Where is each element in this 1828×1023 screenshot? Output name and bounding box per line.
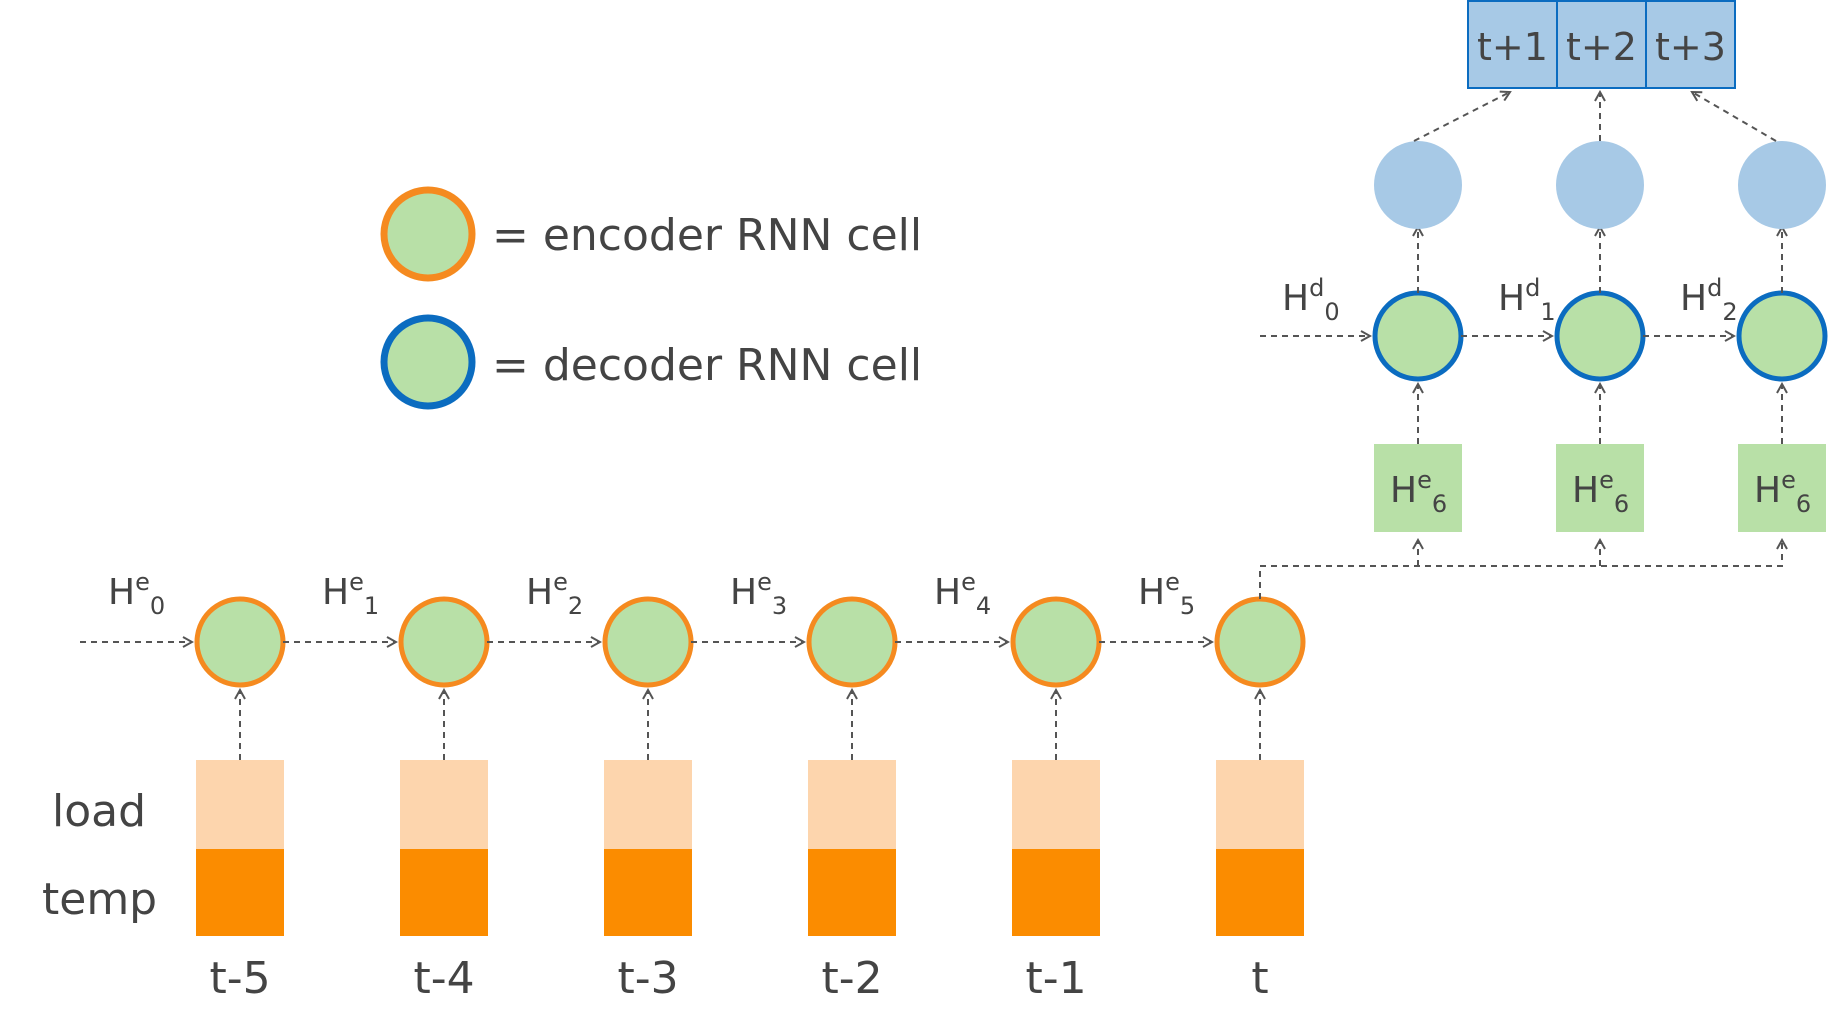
- output-label: t+1: [1477, 25, 1548, 69]
- time-label: t-2: [821, 953, 882, 1004]
- time-label: t-4: [413, 953, 474, 1004]
- output-box: [1467, 0, 1558, 89]
- encoder-cell: [602, 596, 694, 688]
- output-label: t+3: [1655, 25, 1726, 69]
- encoder-cell: [1010, 596, 1102, 688]
- legend: = encoder RNN cell = decoder RNN cell: [380, 186, 922, 410]
- input-bar-load: [604, 760, 692, 849]
- feature-label-load: load: [52, 786, 146, 837]
- input-bar-temp: [808, 849, 896, 936]
- encoder-hidden-label: He2: [526, 568, 583, 620]
- decoder-hidden-label: Hd1: [1498, 274, 1556, 326]
- input-bar-temp: [400, 849, 488, 936]
- output-node: [1738, 141, 1826, 229]
- input-bar-load: [1012, 760, 1100, 849]
- output-label: t+2: [1566, 25, 1637, 69]
- encoder-hidden-label: He4: [934, 568, 991, 620]
- input-bar-load: [808, 760, 896, 849]
- context-connector: [1259, 540, 1782, 599]
- encoder-hidden-label: He0: [108, 568, 165, 620]
- prediction-arrow: [1413, 92, 1510, 142]
- context-box: [1556, 444, 1644, 532]
- input-bar-temp: [196, 849, 284, 936]
- encoder-cell: [1214, 596, 1306, 688]
- context-label: He6: [1572, 466, 1629, 518]
- decoder-cell: [1554, 290, 1646, 382]
- input-bar-load: [1216, 760, 1304, 849]
- output-box: [1645, 0, 1736, 89]
- time-label: t-3: [617, 953, 678, 1004]
- input-bar-temp: [1216, 849, 1304, 936]
- time-label: t-1: [1025, 953, 1086, 1004]
- output-box: [1556, 0, 1647, 89]
- feature-label-temp: temp: [42, 874, 157, 925]
- time-label: t: [1251, 953, 1268, 1004]
- input-bar-temp: [604, 849, 692, 936]
- encoder-cell: [806, 596, 898, 688]
- time-label: t-5: [209, 953, 270, 1004]
- legend-encoder-cell-icon: [380, 186, 476, 282]
- decoder-cell: [1372, 290, 1464, 382]
- encoder-hidden-label: He1: [322, 568, 379, 620]
- encoder-cell: [398, 596, 490, 688]
- input-bar-load: [196, 760, 284, 849]
- legend-decoder-label: = decoder RNN cell: [492, 340, 922, 391]
- input-bar-load: [400, 760, 488, 849]
- encoder-cell: [194, 596, 286, 688]
- output-node: [1556, 141, 1644, 229]
- encoder-hidden-label: He5: [1138, 568, 1195, 620]
- decoder-hidden-label: Hd0: [1282, 274, 1340, 326]
- context-label: He6: [1390, 466, 1447, 518]
- encoder: t-5 He0 t-4 He1 t-3 He2 t-2 He3 t-1 He4 t He5: [80, 568, 1306, 1004]
- context-box: [1374, 444, 1462, 532]
- context-label: He6: [1754, 466, 1811, 518]
- decoder-hidden-label: Hd2: [1680, 274, 1738, 326]
- output-node: [1374, 141, 1462, 229]
- legend-encoder-label: = encoder RNN cell: [492, 210, 922, 261]
- legend-decoder-cell-icon: [380, 314, 476, 410]
- encoder-hidden-label: He3: [730, 568, 787, 620]
- prediction-arrow: [1692, 92, 1777, 142]
- decoder-cell: [1736, 290, 1828, 382]
- context-box: [1738, 444, 1826, 532]
- decoder: He6 Hd0 He6 Hd1 He6 Hd2 t+1 t+2 t+3: [1259, 0, 1828, 599]
- input-bar-temp: [1012, 849, 1100, 936]
